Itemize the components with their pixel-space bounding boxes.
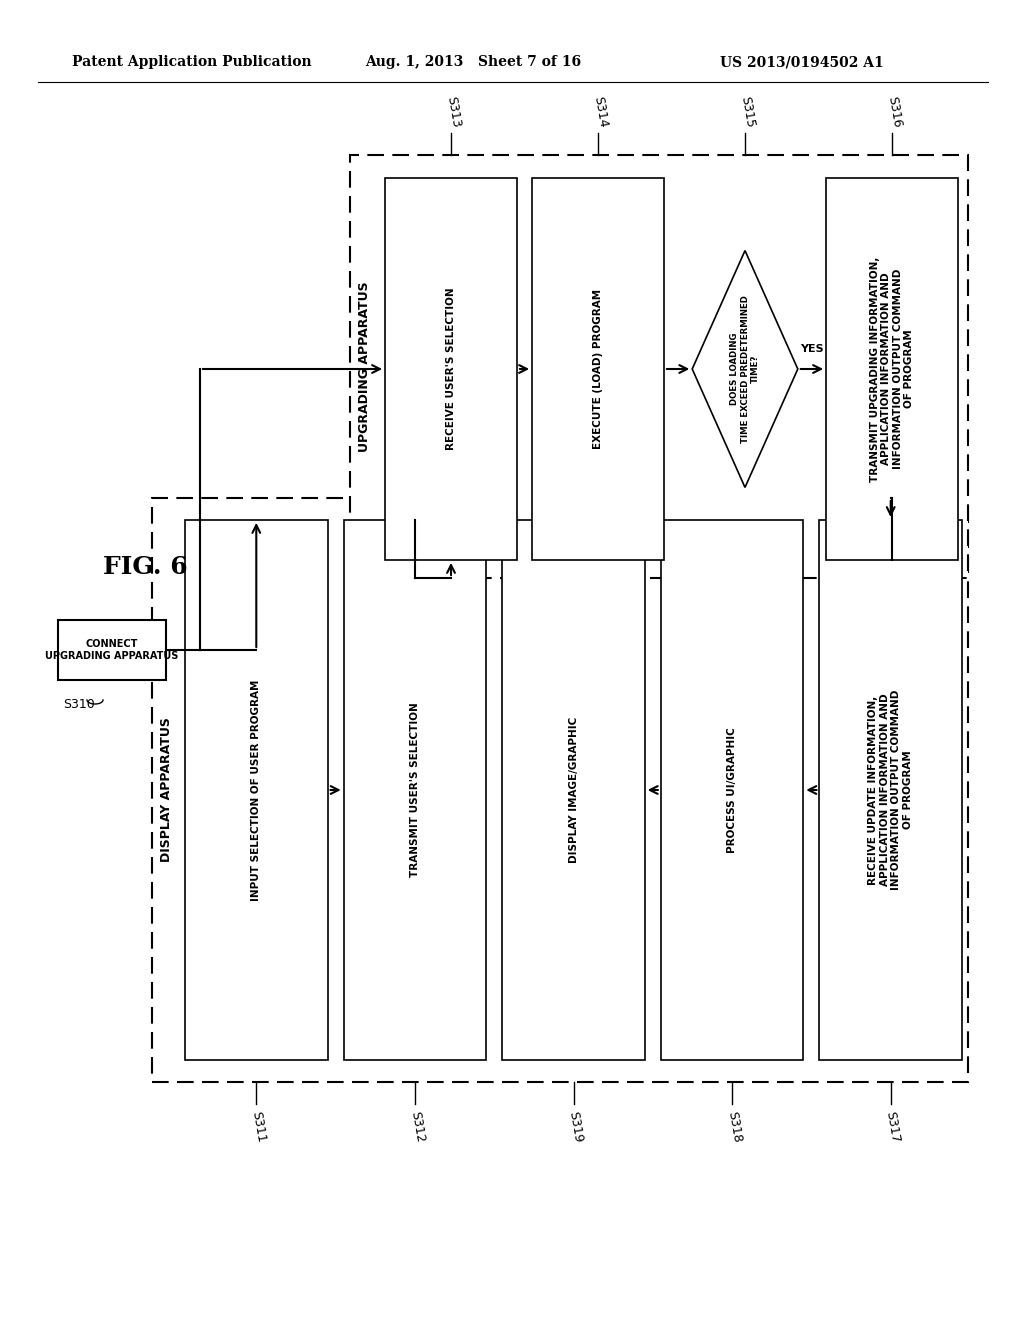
Text: Patent Application Publication: Patent Application Publication (72, 55, 311, 69)
Bar (152, 498, 968, 1082)
Text: S315: S315 (738, 95, 756, 129)
Bar (502, 520, 645, 1060)
Text: US 2013/0194502 A1: US 2013/0194502 A1 (720, 55, 884, 69)
Text: YES: YES (800, 345, 823, 354)
Bar (344, 520, 486, 1060)
Bar (185, 520, 328, 1060)
Polygon shape (692, 251, 798, 487)
Text: RECEIVE USER'S SELECTION: RECEIVE USER'S SELECTION (446, 288, 456, 450)
Text: S310: S310 (63, 698, 95, 711)
Bar (385, 178, 517, 560)
Bar (819, 520, 962, 1060)
Bar (58, 620, 166, 680)
Text: INPUT SELECTION OF USER PROGRAM: INPUT SELECTION OF USER PROGRAM (251, 680, 261, 900)
Text: TRANSMIT USER'S SELECTION: TRANSMIT USER'S SELECTION (410, 702, 420, 878)
Bar (826, 178, 958, 560)
Text: Aug. 1, 2013   Sheet 7 of 16: Aug. 1, 2013 Sheet 7 of 16 (365, 55, 582, 69)
Text: EXECUTE (LOAD) PROGRAM: EXECUTE (LOAD) PROGRAM (593, 289, 603, 449)
Bar (350, 154, 968, 578)
Text: DISPLAY APPARATUS: DISPLAY APPARATUS (161, 718, 173, 862)
Text: S319: S319 (566, 1110, 585, 1143)
Text: S316: S316 (885, 95, 903, 129)
Text: DISPLAY IMAGE/GRAPHIC: DISPLAY IMAGE/GRAPHIC (568, 717, 579, 863)
Text: S314: S314 (591, 95, 609, 129)
Text: DOES LOADING
TIME EXCEED PREDETERMINED
TIME?: DOES LOADING TIME EXCEED PREDETERMINED T… (730, 296, 760, 444)
Text: S318: S318 (725, 1110, 743, 1143)
Text: S311: S311 (249, 1110, 267, 1143)
Text: S317: S317 (884, 1110, 902, 1143)
Text: PROCESS UI/GRAPHIC: PROCESS UI/GRAPHIC (727, 727, 737, 853)
Text: RECEIVE UPDATE INFORMATION,
APPLICATION INFORMATION AND
INFORMATION OUTPUT COMMA: RECEIVE UPDATE INFORMATION, APPLICATION … (868, 690, 913, 890)
Text: UPGRADING APPARATUS: UPGRADING APPARATUS (358, 281, 372, 451)
Text: S313: S313 (443, 95, 462, 129)
Text: FIG. 6: FIG. 6 (103, 554, 187, 579)
Text: CONNECT
UPGRADING APPARATUS: CONNECT UPGRADING APPARATUS (45, 639, 178, 661)
Bar (532, 178, 664, 560)
Text: S312: S312 (408, 1110, 426, 1143)
Bar (660, 520, 804, 1060)
Text: TRANSMIT UPGRADING INFORMATION,
APPLICATION INFORMATION AND
INFORMATION OUTPUT C: TRANSMIT UPGRADING INFORMATION, APPLICAT… (869, 256, 914, 482)
